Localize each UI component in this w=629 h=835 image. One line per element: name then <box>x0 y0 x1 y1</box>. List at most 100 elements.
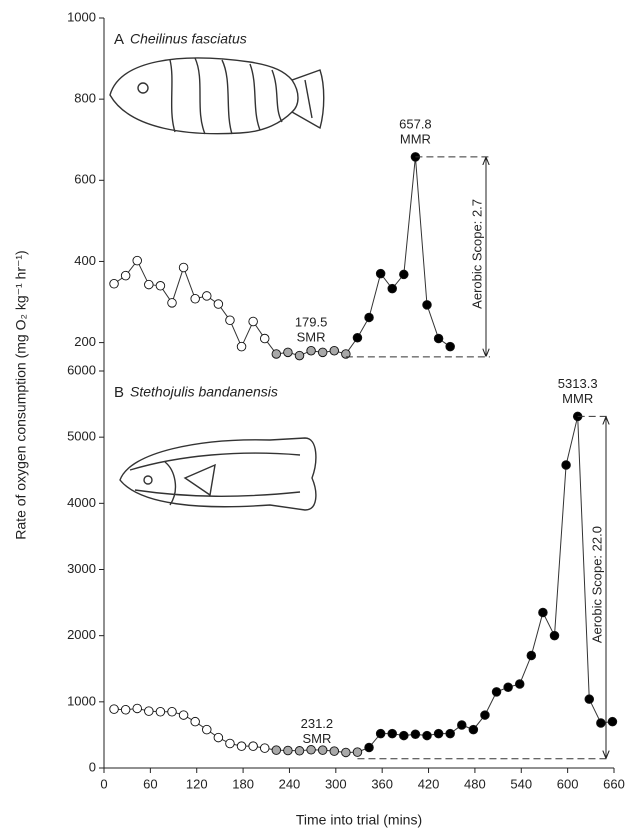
x-tick-label: 660 <box>603 776 625 791</box>
data-point <box>259 743 270 753</box>
y-tick-label: 2000 <box>67 627 96 642</box>
mmr-label: MMR <box>562 391 593 406</box>
data-point <box>410 729 421 740</box>
y-tick-label: 800 <box>74 91 96 106</box>
data-point <box>167 707 177 717</box>
y-tick-label: 600 <box>74 172 96 187</box>
data-point <box>433 728 444 739</box>
data-point <box>120 270 131 281</box>
data-point <box>375 268 386 279</box>
x-tick-label: 480 <box>464 776 486 791</box>
data-point <box>213 299 224 309</box>
smr-value: 179.5 <box>295 314 328 329</box>
data-point <box>514 679 525 689</box>
data-point <box>329 345 340 356</box>
data-point <box>341 747 351 758</box>
y-tick-label: 1000 <box>67 693 96 708</box>
x-tick-label: 540 <box>510 776 532 791</box>
x-tick-label: 600 <box>557 776 579 791</box>
data-point <box>109 279 119 289</box>
data-point <box>259 333 270 344</box>
smr-value: 231.2 <box>301 716 334 731</box>
data-point <box>561 460 571 470</box>
data-point <box>491 687 502 697</box>
data-point <box>178 262 189 273</box>
smr-label: SMR <box>297 329 326 344</box>
data-point <box>584 694 595 704</box>
data-point <box>236 741 247 751</box>
mmr-value: 657.8 <box>399 116 432 131</box>
data-point <box>155 707 166 717</box>
data-point <box>144 706 154 716</box>
data-point <box>155 281 166 291</box>
data-point <box>271 349 282 359</box>
data-point <box>294 350 305 361</box>
data-point <box>468 724 479 735</box>
y-tick-label: 6000 <box>67 362 96 377</box>
data-point <box>433 333 444 344</box>
data-point <box>422 730 432 741</box>
data-point <box>178 710 189 720</box>
y-tick-label: 200 <box>74 334 96 349</box>
data-point <box>445 341 455 352</box>
y-tick-label: 0 <box>89 759 96 774</box>
data-point <box>607 716 618 727</box>
data-point <box>248 741 258 751</box>
data-point <box>596 718 606 728</box>
y-tick-label: 3000 <box>67 561 96 576</box>
data-point <box>190 294 200 304</box>
data-point <box>422 300 432 310</box>
smr-label: SMR <box>302 731 331 746</box>
data-point <box>503 682 513 693</box>
y-tick-label: 400 <box>74 253 96 268</box>
y-tick-label: 1000 <box>67 9 96 24</box>
data-point <box>352 747 363 757</box>
panel-letter: A <box>114 31 124 48</box>
data-point <box>236 341 247 352</box>
data-point <box>202 291 212 301</box>
data-point <box>294 746 305 756</box>
data-point <box>109 704 119 714</box>
data-point <box>399 269 409 280</box>
data-point <box>329 746 340 756</box>
scope-label: Aerobic Scope: 2.7 <box>469 199 484 309</box>
data-point <box>317 347 328 358</box>
data-line <box>113 259 266 348</box>
data-point <box>352 332 363 343</box>
data-point <box>283 745 293 756</box>
panel-letter: B <box>114 384 124 401</box>
data-point <box>538 607 548 618</box>
mmr-value: 5313.3 <box>558 376 598 391</box>
data-point <box>387 283 397 294</box>
data-point <box>341 349 351 359</box>
data-point <box>190 716 200 727</box>
mmr-label: MMR <box>400 131 431 146</box>
data-point <box>144 279 154 290</box>
data-point <box>167 298 177 308</box>
data-point <box>306 345 316 356</box>
species-name: Stethojulis bandanensis <box>130 384 278 400</box>
y-axis-label: Rate of oxygen consumption (mg O₂ kg⁻¹ h… <box>13 250 29 539</box>
species-name: Cheilinus fasciatus <box>130 31 247 47</box>
data-point <box>248 316 258 327</box>
data-point <box>526 650 537 661</box>
y-tick-label: 5000 <box>67 429 96 444</box>
x-tick-label: 300 <box>325 776 347 791</box>
data-point <box>549 630 560 641</box>
data-point <box>225 738 235 749</box>
data-point <box>364 742 374 753</box>
x-tick-label: 60 <box>143 776 157 791</box>
data-point <box>399 730 409 741</box>
x-tick-label: 420 <box>418 776 440 791</box>
data-point <box>375 728 386 739</box>
data-point <box>283 347 293 358</box>
data-point <box>445 728 455 739</box>
data-point <box>202 724 212 735</box>
data-point <box>317 745 328 755</box>
data-point <box>271 745 282 755</box>
data-point <box>387 728 397 739</box>
data-point <box>480 710 490 720</box>
x-tick-label: 120 <box>186 776 208 791</box>
scope-label: Aerobic Scope: 22.0 <box>589 526 604 643</box>
